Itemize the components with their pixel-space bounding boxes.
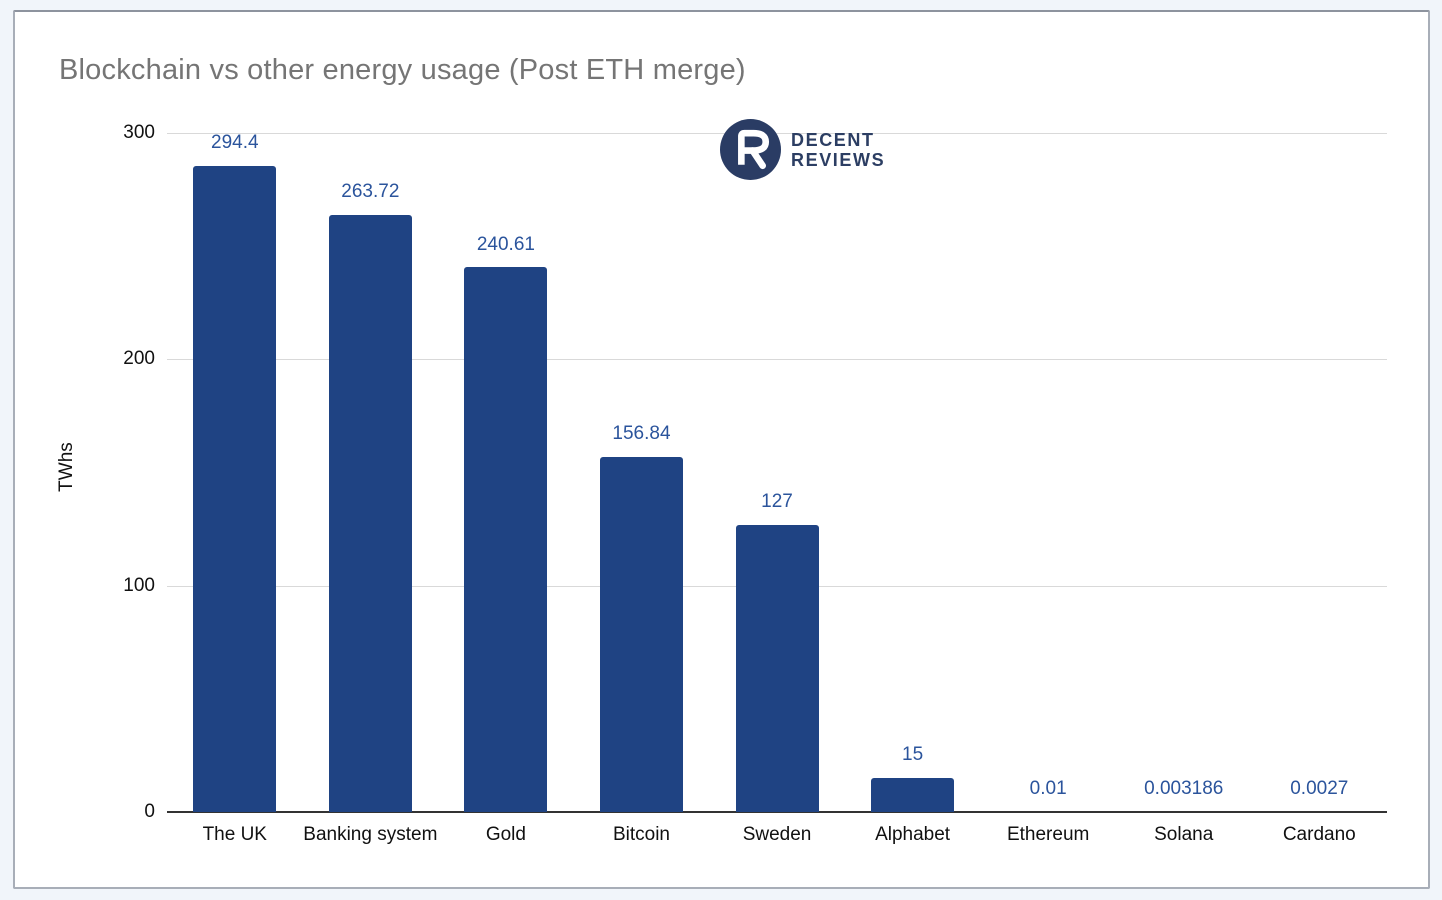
logo-wordmark: DECENT REVIEWS <box>791 130 885 170</box>
plot-area: 294.4 263.72 240.61 156.84 127 15 0.01 0.003186… <box>167 132 1388 813</box>
value-label: 263.72 <box>341 181 400 203</box>
value-label: 294.4 <box>211 132 259 153</box>
x-tick-label: Solana <box>1154 824 1214 845</box>
bar-column-cardano: 0.0027 <box>1252 133 1388 812</box>
x-tick-label: Sweden <box>742 824 812 845</box>
y-tick-label-300: 300 <box>123 122 155 143</box>
gridline-300 <box>167 133 1387 134</box>
value-label: 127 <box>761 490 793 512</box>
gridline-200 <box>167 359 1387 361</box>
chart-card: Blockchain vs other energy usage (Post E… <box>13 10 1430 889</box>
bar-series: 294.4 263.72 240.61 156.84 127 15 0.01 0.003186… <box>167 132 1388 812</box>
logo-line1: DECENT <box>791 129 875 150</box>
bar-column-gold: 240.61 <box>438 133 574 812</box>
bar <box>193 165 277 812</box>
value-label: 0.01 <box>1029 778 1067 800</box>
x-tick-label: Banking system <box>303 824 438 845</box>
bar <box>328 215 412 812</box>
y-tick-label-200: 200 <box>123 348 155 370</box>
value-label: 156.84 <box>612 423 671 445</box>
bar <box>871 778 955 812</box>
decent-reviews-logo: DECENT REVIEWS <box>720 119 885 180</box>
value-label: 0.0027 <box>1290 778 1349 800</box>
dr-monogram-icon <box>720 119 781 180</box>
bar <box>464 267 548 812</box>
x-axis-line <box>167 811 1387 813</box>
bar <box>735 524 819 812</box>
bar-column-sweden: 127 <box>709 133 845 812</box>
x-tick-label: Ethereum <box>1006 824 1090 845</box>
value-label: 15 <box>902 744 924 766</box>
logo-line2: REVIEWS <box>791 149 886 170</box>
bar-column-alphabet: 15 <box>845 133 981 812</box>
bar-column-solana: 0.003186 <box>1116 133 1252 812</box>
y-axis-title: TWhs <box>56 442 77 492</box>
y-tick-label-0: 0 <box>144 801 155 822</box>
x-tick-label: Bitcoin <box>612 824 670 845</box>
y-tick-label-100: 100 <box>123 574 155 596</box>
x-tick-label: The UK <box>202 824 267 845</box>
x-tick-label: Alphabet <box>875 824 951 845</box>
bar <box>599 457 683 812</box>
x-axis-labels: The UK Banking system Gold Bitcoin Sweden Alp… <box>167 824 1387 846</box>
x-tick-label: Gold <box>485 824 526 845</box>
x-tick-label: Cardano <box>1282 824 1356 845</box>
bar-column-ethereum: 0.01 <box>980 133 1116 812</box>
value-label: 0.003186 <box>1144 778 1224 800</box>
chart-title: Blockchain vs other energy usage (Post E… <box>59 54 746 86</box>
bar-column-the-uk: 294.4 <box>167 132 303 812</box>
bar-column-banking-system: 263.72 <box>303 133 439 812</box>
bar-column-bitcoin: 156.84 <box>574 133 710 812</box>
value-label: 240.61 <box>476 233 535 255</box>
